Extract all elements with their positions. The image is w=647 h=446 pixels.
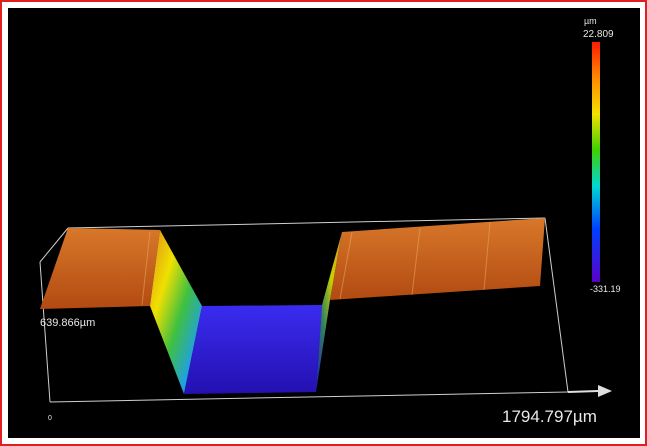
viewer: µm 22.809 -331.19 639.866µm 0 1794.797µm — [0, 0, 647, 446]
trench-floor — [184, 305, 322, 394]
colorbar-min: -331.19 — [590, 284, 621, 294]
origin-label: 0 — [48, 415, 52, 422]
width-label: 1794.797µm — [502, 407, 597, 426]
colorbar-max: 22.809 — [583, 29, 614, 40]
x-axis — [568, 391, 598, 392]
depth-label: 639.866µm — [40, 317, 95, 329]
colorbar — [592, 42, 600, 282]
colorbar-unit: µm — [584, 16, 597, 26]
page: {"colorbar": {"unit": "µm", "max": "22.8… — [0, 0, 647, 446]
